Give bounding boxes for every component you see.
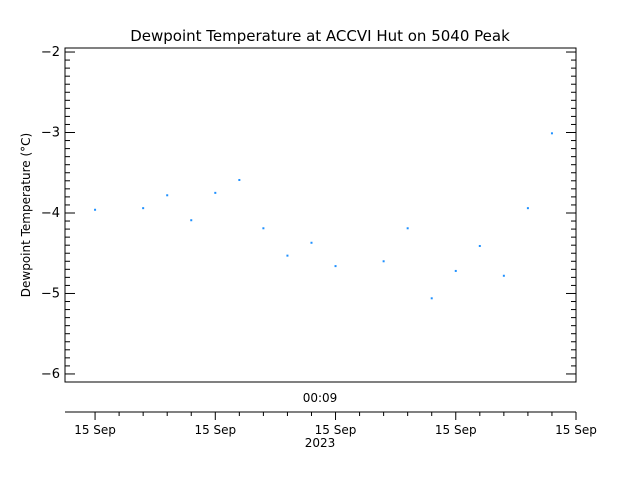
x-tick-label: 15 Sep [315,423,357,437]
x-axis-label: 2023 [305,436,336,450]
data-point [550,132,553,135]
y-tick-label: −4 [41,206,60,221]
x-axis: 15 Sep 15 Sep 15 Sep 15 Sep 15 Sep [74,412,597,437]
data-point [526,207,529,210]
y-tick-label: −2 [41,45,60,60]
y-tick-label: −6 [41,367,60,382]
x-tick-label: 15 Sep [194,423,236,437]
y-axis-label: Dewpoint Temperature (°C) [19,133,33,297]
x-tick-label: 15 Sep [74,423,116,437]
chart-title: Dewpoint Temperature at ACCVI Hut on 504… [130,27,510,45]
data-point [190,219,193,222]
data-points [94,132,553,300]
data-point [430,297,433,300]
data-point [406,227,409,230]
x-tick-label: 15 Sep [555,423,597,437]
data-point [286,254,289,257]
data-point [262,227,265,230]
y-axis: −2 −3 −4 −5 −6 [41,45,576,382]
data-point [502,274,505,277]
x-tick-label: 15 Sep [435,423,477,437]
data-point [454,269,457,272]
data-point [238,178,241,181]
data-point [478,244,481,247]
y-tick-label: −5 [41,286,60,301]
data-point [334,265,337,268]
data-point [142,207,145,210]
data-point [166,194,169,197]
data-point [94,208,97,211]
data-point [310,241,313,244]
plot-frame [64,47,577,383]
y-tick-label: −3 [41,126,60,141]
data-point [214,191,217,194]
data-point [382,260,385,263]
time-label: 00:09 [303,391,338,405]
